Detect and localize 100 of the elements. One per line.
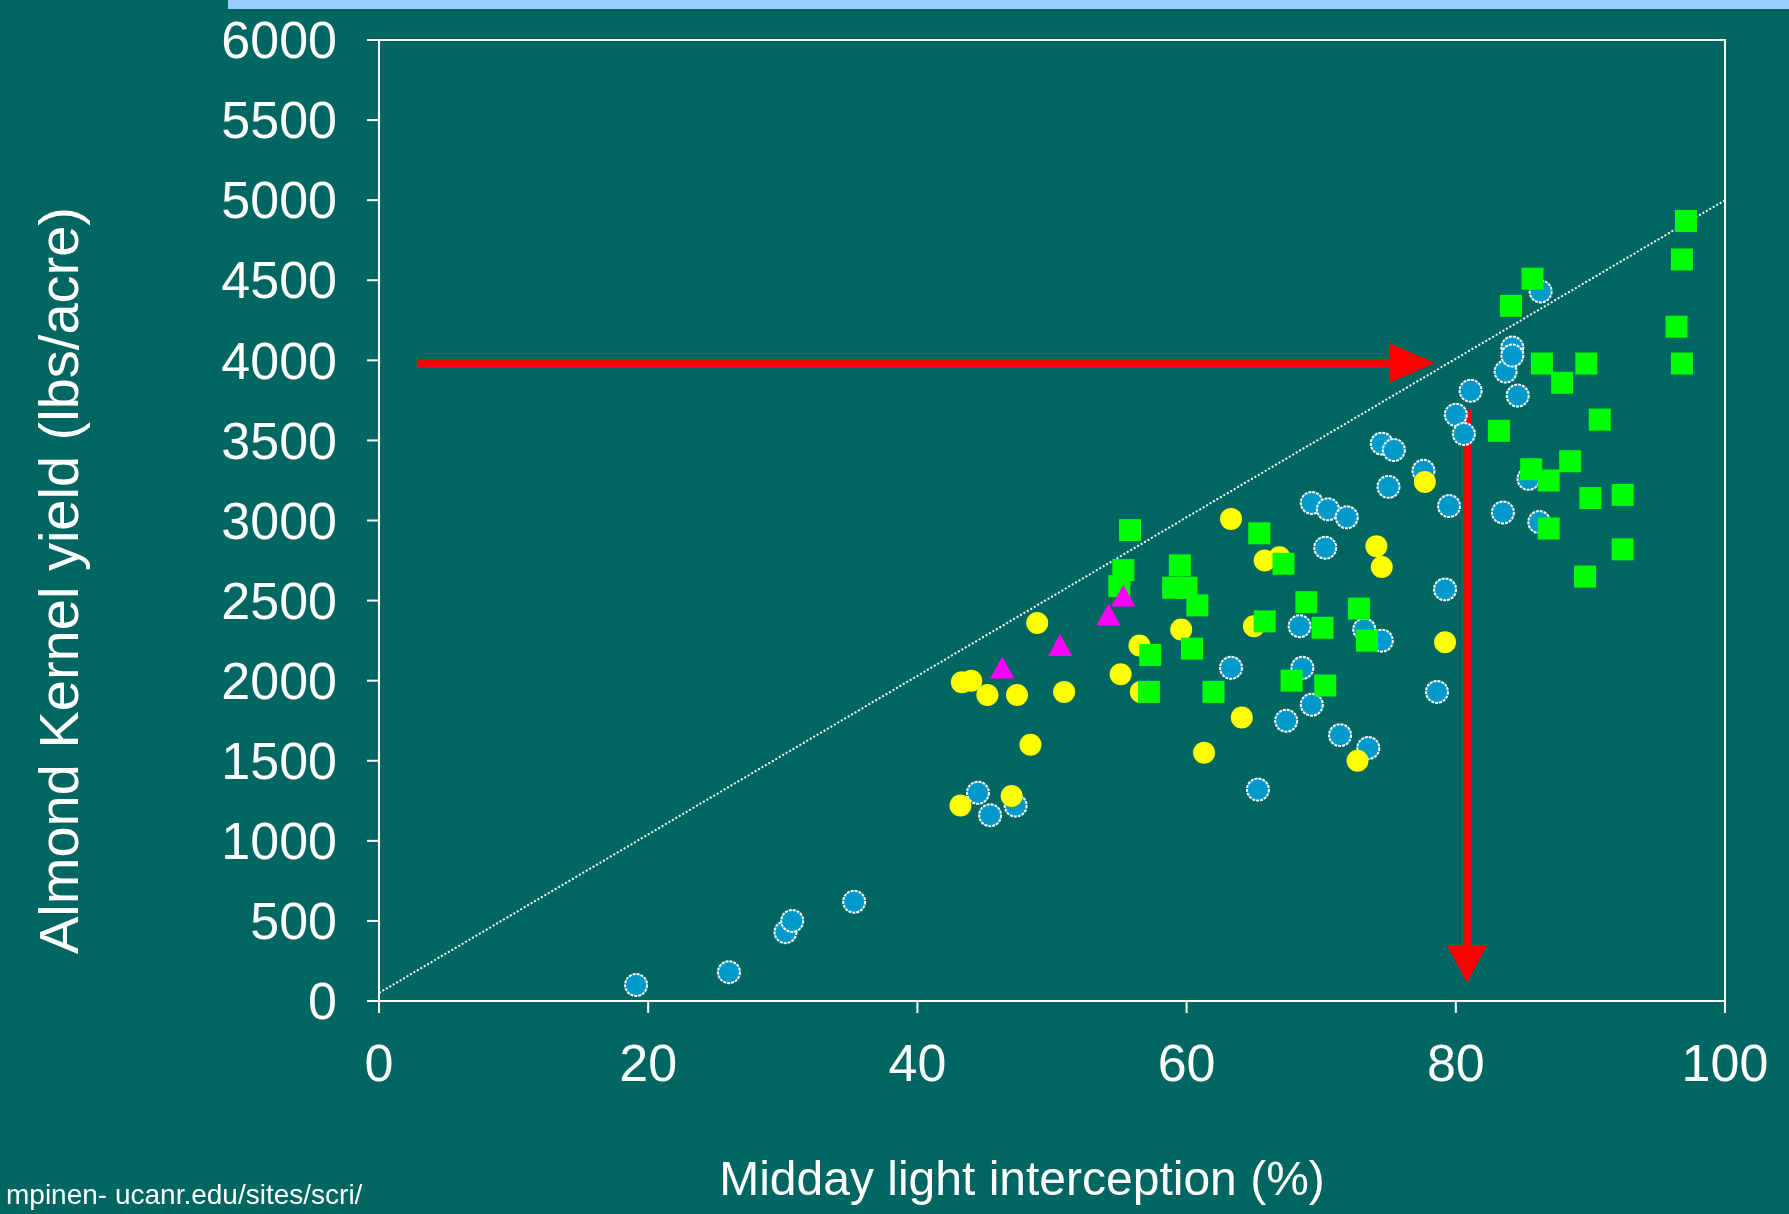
point — [1487, 419, 1510, 442]
point — [1575, 352, 1598, 375]
point — [842, 889, 867, 914]
point — [1424, 679, 1449, 704]
point — [1347, 597, 1370, 620]
point — [1170, 618, 1193, 641]
point — [1111, 584, 1136, 607]
point — [1551, 371, 1574, 394]
point — [1248, 522, 1271, 545]
y-tick-label: 2000 — [221, 651, 337, 710]
point — [1559, 450, 1582, 473]
point — [1202, 680, 1225, 703]
point — [1006, 684, 1028, 707]
point — [1180, 637, 1203, 660]
y-tick-label: 4000 — [221, 331, 337, 390]
point — [1611, 538, 1634, 561]
point — [1328, 723, 1353, 748]
point — [1530, 352, 1553, 375]
point — [1109, 663, 1132, 686]
point — [1670, 352, 1693, 375]
point — [1334, 505, 1359, 530]
y-tick-label: 3000 — [221, 491, 337, 550]
y-tick-label: 6000 — [221, 11, 337, 70]
point — [1370, 555, 1393, 578]
point — [1186, 594, 1209, 617]
point — [1521, 267, 1544, 290]
point — [1611, 483, 1634, 506]
point — [1119, 519, 1142, 542]
point — [1437, 494, 1462, 519]
point — [1413, 471, 1436, 494]
point — [1048, 634, 1073, 657]
point — [965, 780, 990, 805]
point — [1588, 408, 1611, 431]
point — [1168, 554, 1191, 577]
point — [949, 794, 972, 817]
x-tick-label: 80 — [1426, 1034, 1485, 1092]
y-tick-label: 4500 — [221, 251, 337, 310]
point — [1537, 469, 1560, 492]
point — [1219, 655, 1244, 680]
point — [1137, 680, 1160, 703]
point — [1505, 383, 1530, 408]
x-axis-title: Midday light interception (%) — [719, 1152, 1325, 1205]
x-tick-label: 100 — [1681, 1034, 1769, 1092]
text: mpinen- ucanr.edu/sites/scri/ — [6, 1179, 363, 1210]
point — [1053, 680, 1076, 703]
point — [1139, 644, 1162, 667]
point — [1355, 629, 1378, 652]
y-tick-label: 5500 — [221, 91, 337, 150]
point — [1376, 474, 1401, 499]
point — [1313, 535, 1338, 560]
point — [1574, 565, 1597, 588]
y-tick-label: 3500 — [221, 411, 337, 470]
y-tick-label: 2500 — [221, 571, 337, 630]
point — [1520, 458, 1543, 481]
point — [1193, 741, 1216, 764]
point — [716, 960, 741, 985]
point — [1245, 777, 1270, 802]
point — [1443, 402, 1468, 427]
point — [1019, 733, 1042, 756]
point — [1458, 378, 1483, 403]
point — [780, 908, 805, 933]
point — [1499, 294, 1522, 317]
x-tick-label: 20 — [619, 1034, 678, 1092]
point — [1665, 315, 1688, 338]
point — [1434, 631, 1457, 654]
point — [1346, 749, 1369, 772]
point — [1274, 708, 1299, 733]
point — [624, 972, 649, 997]
y-tick-label: 0 — [308, 972, 337, 1031]
point — [1000, 784, 1023, 807]
point — [1299, 692, 1324, 717]
point — [1381, 438, 1406, 463]
point — [1670, 248, 1693, 271]
point — [1253, 610, 1276, 633]
point — [976, 684, 999, 707]
y-tick-label: 1500 — [221, 731, 337, 790]
point — [1537, 517, 1560, 540]
point — [1365, 535, 1388, 558]
point — [1295, 591, 1318, 614]
point — [1026, 612, 1049, 635]
point — [1230, 706, 1253, 729]
y-tick-label: 5000 — [221, 171, 337, 230]
x-tick-label: 60 — [1157, 1034, 1216, 1092]
point — [1314, 674, 1337, 697]
y-tick-label: 1000 — [221, 812, 337, 871]
point — [1311, 616, 1334, 639]
point — [990, 656, 1015, 679]
point — [1674, 209, 1697, 232]
y-axis-title: Almond Kernel yield (lbs/acre) — [27, 207, 90, 954]
point — [1451, 422, 1476, 447]
point — [1287, 614, 1312, 639]
point — [1315, 497, 1340, 522]
point — [1272, 552, 1295, 575]
point — [978, 803, 1003, 828]
point — [1280, 669, 1303, 692]
point — [1433, 577, 1458, 602]
x-tick-label: 0 — [364, 1034, 394, 1092]
point — [1490, 500, 1515, 525]
y-tick-label: 500 — [250, 892, 337, 951]
x-tick-label: 40 — [888, 1034, 947, 1092]
